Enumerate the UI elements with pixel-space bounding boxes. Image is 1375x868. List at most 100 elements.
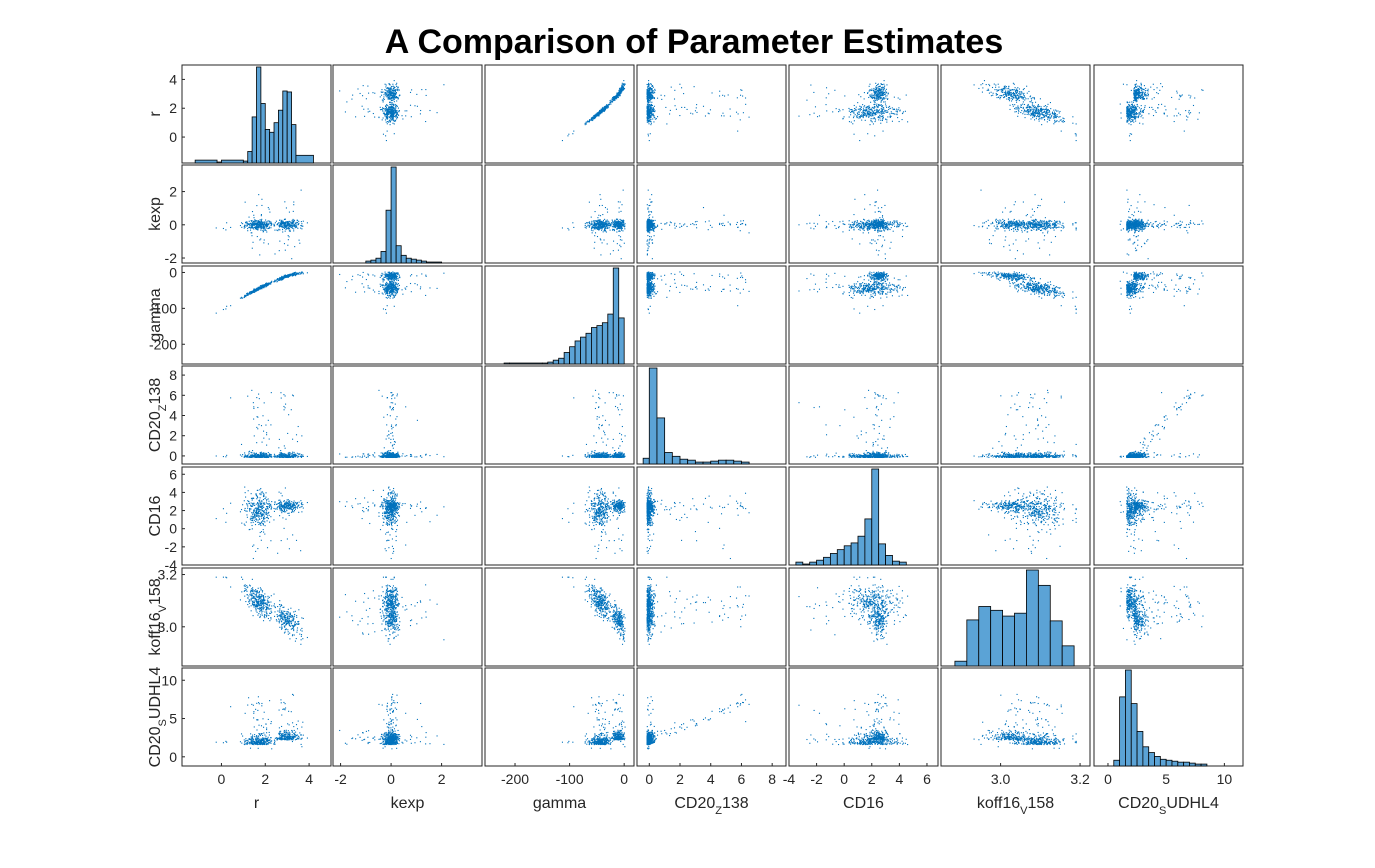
data-point [1045, 113, 1046, 114]
data-point [624, 84, 625, 85]
data-point [1007, 90, 1008, 91]
data-point [390, 87, 391, 88]
data-point [719, 224, 720, 225]
data-point [300, 228, 301, 229]
data-point [690, 224, 691, 225]
data-point [651, 111, 652, 112]
data-point [254, 224, 255, 225]
data-point [1133, 110, 1134, 111]
data-point [860, 96, 861, 97]
data-point [1076, 123, 1077, 124]
data-point [1148, 89, 1149, 90]
histogram-bar [265, 129, 269, 163]
data-point [250, 230, 251, 231]
data-point [649, 90, 650, 91]
data-point [618, 250, 619, 251]
data-point [865, 115, 866, 116]
data-point [1138, 116, 1139, 117]
data-point [1018, 111, 1019, 112]
data-point [399, 89, 400, 90]
data-point [876, 85, 877, 86]
data-point [736, 112, 737, 113]
data-point [1046, 110, 1047, 111]
data-point [1043, 114, 1044, 115]
data-point [1017, 107, 1018, 108]
data-point [696, 112, 697, 113]
data-point [884, 98, 885, 99]
data-point [357, 88, 358, 89]
data-point [1036, 113, 1037, 114]
data-point [388, 97, 389, 98]
histogram-bar [421, 261, 426, 263]
data-point [241, 222, 242, 223]
data-point [881, 110, 882, 111]
data-point [1061, 131, 1062, 132]
data-point [647, 122, 648, 123]
data-point [1193, 105, 1194, 106]
data-point [881, 84, 882, 85]
data-point [595, 220, 596, 221]
data-point [1137, 106, 1138, 107]
data-point [373, 113, 374, 114]
data-point [382, 109, 383, 110]
data-point [1057, 116, 1058, 117]
data-point [301, 221, 302, 222]
data-point [649, 105, 650, 106]
data-point [614, 226, 615, 227]
data-point [296, 227, 297, 228]
data-point [1015, 97, 1016, 98]
data-point [888, 109, 889, 110]
data-point [601, 227, 602, 228]
data-point [862, 104, 863, 105]
data-point [869, 105, 870, 106]
data-point [893, 113, 894, 114]
data-point [609, 225, 610, 226]
data-point [1037, 106, 1038, 107]
data-point [1180, 95, 1181, 96]
data-point [1134, 84, 1135, 85]
data-point [1024, 88, 1025, 89]
data-point [826, 97, 827, 98]
data-point [857, 112, 858, 113]
data-point [620, 90, 621, 91]
data-point [664, 223, 665, 224]
data-point [255, 220, 256, 221]
data-point [1127, 113, 1128, 114]
data-point [1000, 97, 1001, 98]
data-point [1174, 115, 1175, 116]
data-point [1023, 101, 1024, 102]
data-point [679, 84, 680, 85]
data-point [1015, 108, 1016, 109]
data-point [999, 89, 1000, 90]
data-point [649, 108, 650, 109]
data-point [1047, 104, 1048, 105]
data-point [647, 110, 648, 111]
data-point [1029, 106, 1030, 107]
data-point [863, 108, 864, 109]
data-point [1138, 112, 1139, 113]
data-point [625, 223, 626, 224]
data-point [853, 110, 854, 111]
data-point [591, 223, 592, 224]
data-point [656, 118, 657, 119]
data-point [1008, 88, 1009, 89]
data-point [1023, 108, 1024, 109]
data-point [894, 97, 895, 98]
data-point [597, 236, 598, 237]
data-point [648, 134, 649, 135]
data-point [616, 219, 617, 220]
data-point [385, 111, 386, 112]
data-point [386, 122, 387, 123]
data-point [393, 108, 394, 109]
data-point [1134, 95, 1135, 96]
data-point [588, 121, 589, 122]
panel-frame [333, 165, 482, 263]
data-point [868, 114, 869, 115]
data-point [261, 199, 262, 200]
data-point [268, 220, 269, 221]
data-point [1023, 107, 1024, 108]
data-point [1142, 123, 1143, 124]
data-point [396, 118, 397, 119]
data-point [1006, 94, 1007, 95]
data-point [617, 243, 618, 244]
